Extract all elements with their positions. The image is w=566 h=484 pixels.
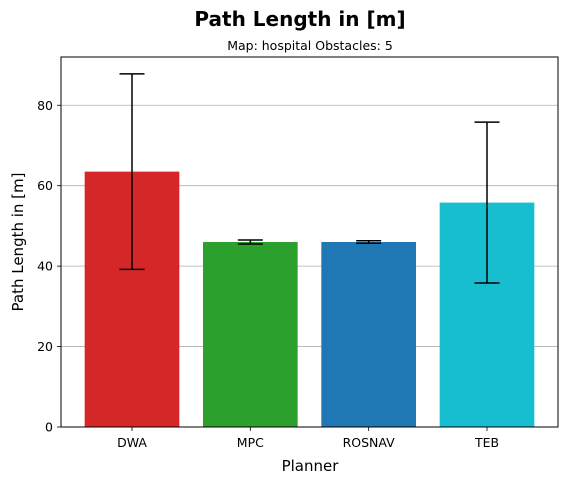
plot-frame [60, 56, 559, 428]
x-tick-label: TEB [474, 435, 499, 450]
bars [84, 171, 535, 427]
x-axis-ticks: DWA MPC ROSNAV TEB [117, 427, 499, 450]
y-axis-ticks: 0 20 40 60 80 [37, 98, 61, 435]
x-axis-label: Planner [282, 457, 340, 475]
y-tick-label: 0 [45, 420, 53, 435]
x-tick-label: ROSNAV [343, 435, 396, 450]
y-tick-label: 60 [37, 178, 53, 193]
x-tick-label: MPC [237, 435, 264, 450]
y-tick-label: 40 [37, 259, 53, 274]
error-bars [119, 73, 500, 284]
chart-title: Path Length in [m] [194, 7, 405, 31]
chart-subtitle: Map: hospital Obstacles: 5 [227, 38, 393, 53]
y-tick-label: 80 [37, 98, 53, 113]
y-axis-label: Path Length in [m] [9, 173, 27, 312]
y-tick-label: 20 [37, 339, 53, 354]
bar [321, 242, 416, 427]
bar [203, 242, 298, 427]
x-tick-label: DWA [117, 435, 147, 450]
